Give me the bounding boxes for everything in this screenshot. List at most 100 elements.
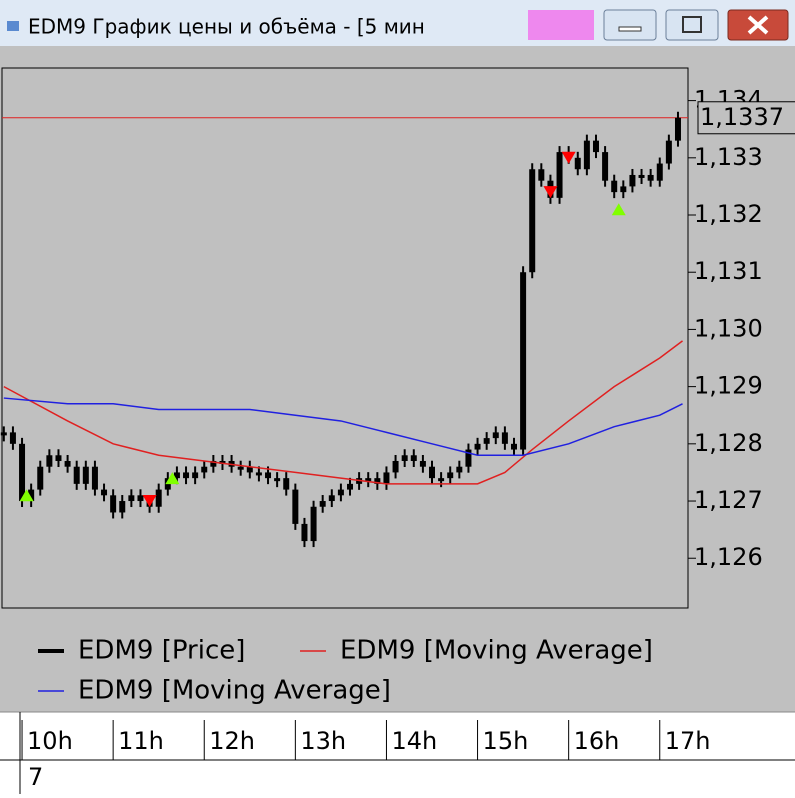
x-tick-label: 17h	[665, 727, 711, 755]
price-bar	[9, 432, 16, 444]
price-bar	[592, 140, 599, 153]
price-bar	[192, 472, 199, 479]
sell-signal	[142, 495, 157, 508]
price-bar	[137, 495, 144, 502]
price-bar	[620, 186, 627, 193]
price-bar	[328, 495, 335, 502]
price-bar	[419, 460, 426, 467]
sell-signal	[561, 151, 576, 164]
price-bar	[392, 460, 399, 473]
y-tick-label: 1,132	[694, 200, 763, 228]
price-bar	[265, 472, 272, 479]
price-bar	[574, 157, 581, 170]
price-bar	[19, 443, 26, 502]
y-tick-label: 1,131	[694, 257, 763, 285]
x-tick-label: 15h	[483, 727, 529, 755]
price-bar	[301, 523, 308, 542]
price-bar	[310, 506, 317, 542]
maximize-icon	[682, 16, 702, 33]
price-bar	[55, 455, 62, 461]
price-bar	[429, 466, 436, 479]
price-bar	[237, 466, 244, 470]
time-panel	[0, 712, 795, 794]
buy-signal	[611, 203, 626, 216]
y-tick-label: 1,129	[694, 372, 763, 400]
price-bar	[347, 483, 354, 490]
price-bar	[447, 472, 454, 479]
link-button[interactable]	[528, 10, 594, 40]
price-bar	[656, 163, 663, 181]
legend-label: EDM9 [Moving Average]	[340, 636, 653, 666]
close-icon	[747, 15, 769, 35]
price-bar	[201, 466, 208, 473]
price-bar	[374, 478, 381, 484]
price-bar	[82, 466, 89, 484]
volume-label: 7	[28, 763, 43, 791]
legend-label: EDM9 [Moving Average]	[78, 676, 391, 706]
price-bar	[255, 472, 262, 476]
y-tick-label: 1,128	[694, 429, 763, 457]
price-bar	[474, 443, 481, 450]
price-bar	[210, 460, 217, 467]
app-icon	[7, 21, 19, 31]
window-title: EDM9 График цены и объёма - [5 мин	[28, 15, 425, 39]
current-price-label: 1,1337	[700, 103, 784, 131]
x-tick-label: 13h	[300, 727, 346, 755]
price-bar	[465, 449, 472, 467]
y-tick-label: 1,133	[694, 143, 763, 171]
price-bar	[101, 489, 108, 496]
price-bar	[510, 443, 517, 450]
x-tick-label: 16h	[574, 727, 620, 755]
price-bar	[64, 460, 71, 467]
price-bar	[647, 174, 654, 181]
price-bar	[583, 140, 590, 170]
price-bar	[183, 472, 190, 479]
sell-signal	[543, 186, 558, 199]
price-bar	[492, 432, 499, 439]
price-bar	[529, 169, 536, 273]
plot-area	[1, 67, 689, 609]
price-bar	[483, 438, 490, 444]
price-bar	[128, 495, 135, 502]
price-bar	[173, 472, 180, 479]
y-tick-label: 1,126	[694, 543, 763, 571]
buy-signal	[19, 489, 34, 502]
price-bar	[155, 489, 162, 507]
price-bar	[665, 140, 672, 164]
price-bar	[37, 466, 44, 490]
price-bar	[410, 455, 417, 461]
price-bar	[28, 489, 35, 502]
maximize-button[interactable]	[665, 9, 719, 41]
price-bar	[602, 152, 609, 181]
current-price-box	[697, 101, 795, 135]
minimize-icon	[618, 26, 642, 32]
price-bar	[110, 495, 117, 513]
price-bar	[456, 466, 463, 473]
price-bar	[556, 152, 563, 198]
price-bar	[0, 432, 7, 436]
x-tick-label: 11h	[118, 727, 164, 755]
price-bar	[91, 466, 98, 490]
title-bar	[0, 0, 795, 46]
price-bar	[219, 460, 226, 464]
moving-average	[3, 340, 683, 485]
minimize-button[interactable]	[603, 9, 657, 41]
legend-label: EDM9 [Price]	[78, 636, 245, 666]
price-bar	[46, 455, 53, 467]
price-bar	[674, 117, 681, 141]
x-tick-label: 10h	[27, 727, 73, 755]
price-bar	[274, 478, 281, 482]
price-bar	[246, 466, 253, 473]
buy-signal	[165, 472, 180, 485]
x-tick-label: 12h	[209, 727, 255, 755]
price-bar	[501, 432, 508, 444]
price-bar	[283, 478, 290, 490]
price-bar	[319, 501, 326, 507]
y-tick-label: 1,127	[694, 486, 763, 514]
price-bar	[337, 489, 344, 496]
price-bar	[520, 272, 527, 450]
moving-average	[3, 397, 683, 457]
price-bar	[383, 472, 390, 484]
y-tick-label: 1,130	[694, 314, 763, 342]
